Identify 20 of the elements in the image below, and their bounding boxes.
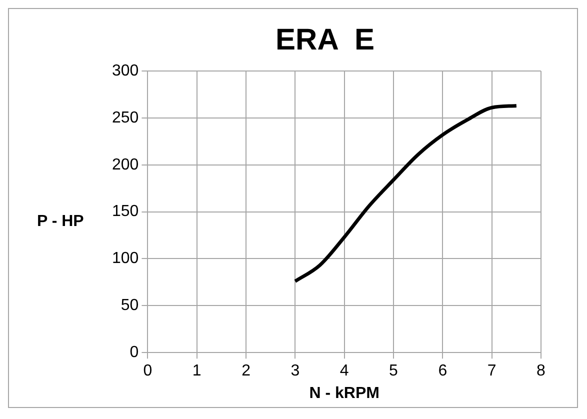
x-tick-label: 2 (242, 362, 251, 380)
x-tick-label: 6 (438, 362, 448, 380)
x-axis-title: N - kRPM (309, 384, 380, 402)
x-tick-label: 1 (192, 362, 202, 380)
y-tick-label: 300 (112, 62, 139, 80)
y-tick-label: 150 (112, 203, 139, 220)
x-tick-label: 3 (290, 362, 300, 380)
y-tick-label: 0 (130, 344, 139, 362)
y-axis-title: P - HP (37, 213, 84, 230)
y-tick-label: 200 (112, 156, 139, 174)
y-tick-label: 100 (112, 250, 139, 268)
y-tick-label: 50 (120, 297, 139, 314)
x-tick-label: 7 (487, 362, 496, 380)
x-tick-label: 0 (143, 362, 152, 380)
line-series (293, 104, 518, 284)
x-tick-label: 8 (536, 362, 546, 380)
y-tick-label: 250 (112, 109, 139, 126)
x-tick-label: 5 (389, 362, 398, 380)
chart-title: ERA E (276, 23, 374, 56)
x-tick-label: 4 (340, 362, 349, 380)
